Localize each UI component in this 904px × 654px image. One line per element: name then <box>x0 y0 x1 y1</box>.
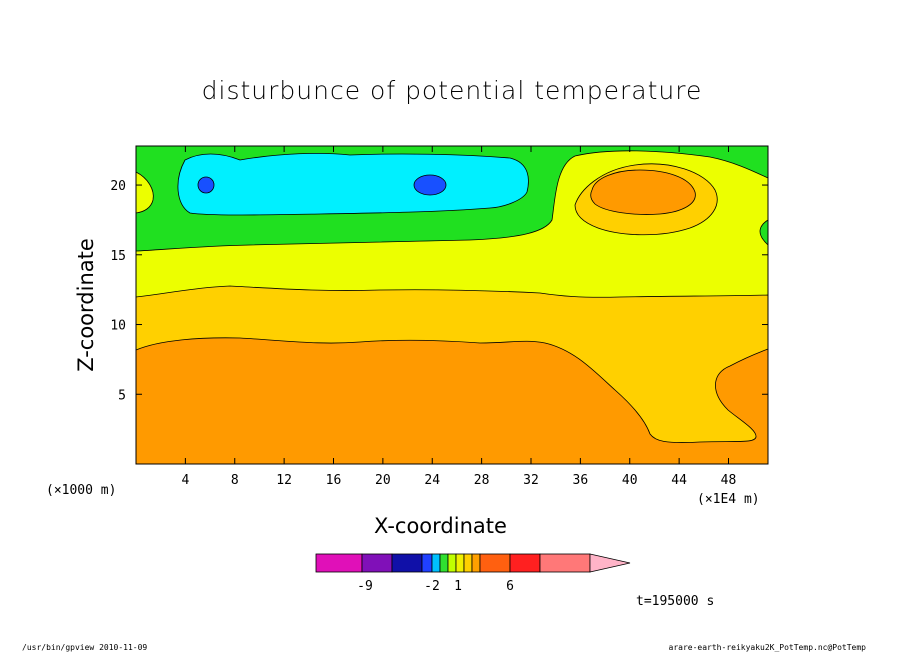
y-axis-label: Z-coordinate <box>74 238 98 372</box>
plot-frame <box>135 145 769 465</box>
colorbar-label: -2 <box>424 579 440 594</box>
y-tick-label: 20 <box>110 179 126 194</box>
footer-left: /usr/bin/gpview 2010-11-09 <box>22 643 148 652</box>
y-tick-label: 10 <box>110 319 126 334</box>
colorbar-cell <box>455 553 465 573</box>
x-tick-label: 40 <box>622 473 638 488</box>
region-orange <box>135 337 769 465</box>
x-axis: 4 8 12 16 20 24 28 32 36 40 44 48 <box>181 146 736 488</box>
colorbar-cell <box>471 553 481 573</box>
colorbar-cell <box>315 553 363 573</box>
region-blue-1 <box>197 176 215 194</box>
region-orange-upper <box>590 169 696 215</box>
x-axis-label: X-coordinate <box>374 514 507 538</box>
colorbar-label: 1 <box>454 579 462 594</box>
y-tick-label: 5 <box>118 388 126 403</box>
colorbar-cell <box>361 553 393 573</box>
x-tick-label: 48 <box>721 473 737 488</box>
x-tick-label: 24 <box>424 473 440 488</box>
x-tick-label: 36 <box>573 473 589 488</box>
x-scale-note: (×1E4 m) <box>697 492 760 507</box>
x-tick-label: 16 <box>326 473 342 488</box>
colorbar-cell <box>463 553 473 573</box>
colorbar-label: -9 <box>357 579 373 594</box>
colorbar-cell <box>479 553 511 573</box>
x-tick-label: 44 <box>671 473 687 488</box>
x-unit-label: (×1000 m) <box>46 483 117 498</box>
x-tick-label: 20 <box>375 473 391 488</box>
colorbar-cell <box>421 553 433 573</box>
colorbar-cell <box>431 553 441 573</box>
y-tick-label: 15 <box>110 249 126 264</box>
colorbar-extend <box>589 553 631 573</box>
colorbar-label: 6 <box>506 579 514 594</box>
colorbar: -9 -2 1 6 <box>315 553 631 594</box>
x-tick-label: 12 <box>276 473 292 488</box>
colorbar-cell <box>391 553 423 573</box>
colorbar-cell <box>439 553 449 573</box>
colorbar-cell <box>509 553 541 573</box>
region-cyan <box>177 153 529 216</box>
region-blue-2 <box>413 174 447 196</box>
x-tick-label: 4 <box>181 473 189 488</box>
colorbar-cell <box>447 553 457 573</box>
plot-area <box>135 145 769 465</box>
chart-title: disturbunce of potential temperature <box>201 76 703 105</box>
x-tick-label: 28 <box>474 473 490 488</box>
x-tick-label: 8 <box>231 473 239 488</box>
footer-right: arare-earth-reikyaku2K_PotTemp.nc@PotTem… <box>668 643 866 652</box>
y-axis: 5 10 15 20 <box>110 179 768 403</box>
x-tick-label: 32 <box>523 473 539 488</box>
colorbar-cell <box>539 553 591 573</box>
region-yellow-left <box>135 171 154 214</box>
time-label: t=195000 s <box>636 594 715 609</box>
